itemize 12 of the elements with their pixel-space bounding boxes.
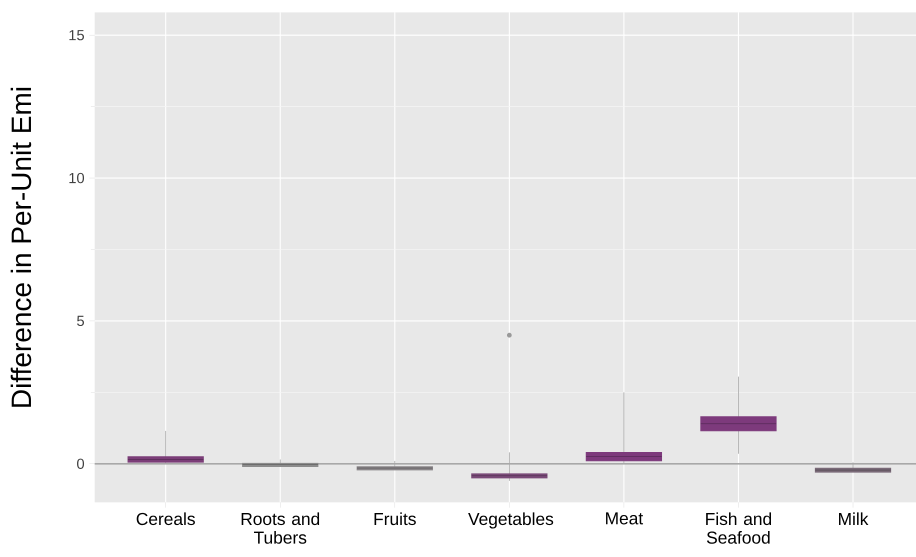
x-tick-label: Vegetables [468, 512, 554, 529]
y-tick-label: 10 [69, 172, 84, 184]
y-tick-label: 5 [77, 316, 84, 326]
x-tick-label: Meat [606, 512, 644, 524]
y-tick-label: 0 [77, 458, 84, 469]
y-tick-label: 15 [69, 30, 84, 40]
x-tick-label: Milk [839, 512, 868, 525]
x-tick-label: Roots and Tubers [242, 512, 320, 544]
x-tick-label: Fish and Seafood [706, 512, 772, 544]
y-axis-title: Difference in Per-Unit Emi [10, 88, 32, 407]
x-tick-label: Fruits [374, 512, 416, 526]
x-tick-label: Cereals [136, 512, 195, 526]
